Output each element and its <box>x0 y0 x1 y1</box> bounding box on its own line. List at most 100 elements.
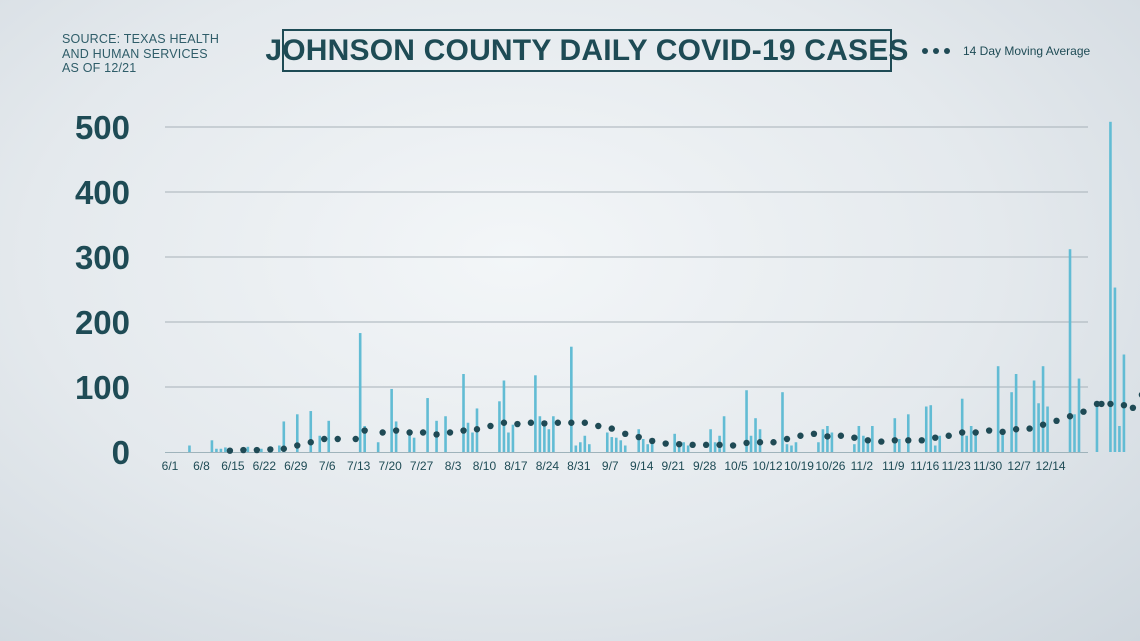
moving-average-dot <box>1093 400 1101 408</box>
x-tick-label: 6/1 <box>162 459 179 473</box>
bar <box>588 444 591 452</box>
moving-average-dot <box>1080 408 1087 415</box>
moving-average-dot <box>361 427 368 434</box>
moving-average-dot <box>240 446 247 454</box>
bar <box>295 414 299 452</box>
bar <box>574 445 578 452</box>
moving-average-dot <box>756 439 764 446</box>
x-tick-label: 8/10 <box>473 459 497 473</box>
moving-average-dot <box>675 441 683 448</box>
bar <box>210 440 214 452</box>
legend: 14 Day Moving Average <box>922 44 1090 58</box>
moving-average-dot <box>1053 417 1060 424</box>
moving-average-dot <box>406 429 413 436</box>
bar <box>547 429 551 452</box>
bar <box>969 426 973 452</box>
bar <box>318 435 322 452</box>
bar <box>965 435 968 452</box>
bar <box>502 380 506 452</box>
x-tick-label: 11/23 <box>942 459 971 473</box>
moving-average-dot <box>1039 421 1047 428</box>
bar <box>363 426 366 452</box>
bar <box>188 445 191 452</box>
bar <box>929 405 933 452</box>
bar <box>641 439 645 452</box>
moving-average-dot <box>891 437 899 444</box>
bar <box>534 375 537 452</box>
x-tick-label: 6/15 <box>221 459 245 473</box>
bar <box>1068 249 1072 452</box>
bar <box>754 418 757 452</box>
bar <box>444 416 447 452</box>
moving-average-dot <box>608 425 615 432</box>
moving-average-dot <box>595 422 602 430</box>
moving-average-dot <box>419 429 427 436</box>
bar <box>637 429 641 452</box>
bar <box>1032 380 1036 452</box>
moving-average-dot <box>334 435 341 443</box>
bar <box>677 444 681 452</box>
moving-average-dot <box>743 439 750 447</box>
moving-average-dot <box>1120 402 1128 409</box>
moving-average-dot <box>770 439 777 446</box>
bar <box>246 446 250 452</box>
moving-average-dot <box>622 430 629 437</box>
moving-average-dot <box>226 447 234 454</box>
moving-average-dot <box>433 431 440 438</box>
moving-average-dot <box>797 432 804 439</box>
moving-average-dot <box>864 437 872 444</box>
bar <box>224 447 227 452</box>
moving-average-dot <box>1098 400 1105 408</box>
chart-title-box: JOHNSON COUNTY DAILY COVID-19 CASES <box>265 29 908 72</box>
bar <box>906 414 910 452</box>
bar <box>614 437 618 452</box>
bar <box>327 420 331 452</box>
bar <box>538 416 542 452</box>
bar <box>583 435 587 452</box>
moving-average-dot <box>446 429 454 436</box>
bar <box>785 444 789 452</box>
bar <box>619 440 623 452</box>
bar <box>1073 414 1076 452</box>
moving-average-dot <box>810 430 818 437</box>
x-tick-label: 10/12 <box>753 459 783 473</box>
bar <box>471 432 474 452</box>
bar <box>1077 378 1081 452</box>
moving-average-dot <box>662 440 669 447</box>
bar <box>309 411 313 452</box>
bar <box>219 448 223 452</box>
x-tick-label: 8/3 <box>445 459 462 473</box>
bar <box>623 445 627 452</box>
moving-average-dot <box>1026 425 1033 432</box>
x-tick-label: 6/22 <box>253 459 277 473</box>
moving-average-dot <box>689 441 696 449</box>
bar <box>215 448 218 452</box>
moving-average-dot <box>460 427 467 434</box>
x-tick-label: 10/5 <box>724 459 748 473</box>
moving-average-dot <box>294 442 301 449</box>
moving-average-dot <box>878 438 885 445</box>
bar <box>466 422 470 452</box>
bar <box>853 444 856 452</box>
bar <box>821 429 825 452</box>
bar <box>857 426 861 452</box>
x-tick-label: 9/21 <box>661 459 685 473</box>
source-note: SOURCE: TEXAS HEALTH AND HUMAN SERVICES … <box>62 32 219 76</box>
moving-average-dot <box>514 420 521 428</box>
bar <box>794 442 798 452</box>
moving-average-dot <box>581 419 589 426</box>
bar <box>1109 121 1112 453</box>
y-tick-label: 400 <box>75 174 130 211</box>
bar <box>924 406 928 452</box>
bar <box>1041 366 1045 452</box>
bar <box>408 433 411 452</box>
x-tick-label: 6/8 <box>193 459 210 473</box>
bar <box>376 442 380 452</box>
x-tick-label: 9/28 <box>693 459 717 473</box>
x-tick-label: 8/17 <box>504 459 528 473</box>
moving-average-dot <box>568 419 575 426</box>
y-tick-label: 0 <box>112 434 130 471</box>
bar <box>511 424 515 452</box>
y-tick-label: 100 <box>75 369 130 406</box>
x-tick-label: 9/7 <box>602 459 619 473</box>
